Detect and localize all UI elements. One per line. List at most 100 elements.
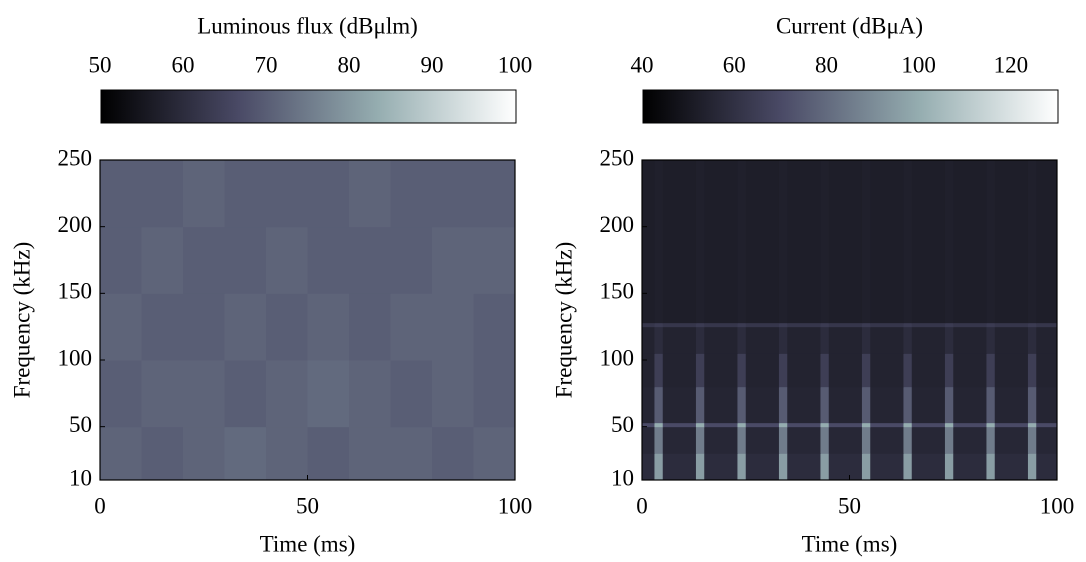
heatmap-cell: [432, 226, 474, 294]
heatmap-cell: [778, 386, 788, 424]
heatmap-cell: [704, 453, 738, 481]
heatmap-cell: [473, 360, 516, 428]
heatmap-cell: [1036, 386, 1058, 424]
heatmap-cell: [1036, 322, 1058, 328]
heatmap-cell: [654, 322, 664, 328]
y-tick-label: 100: [600, 345, 635, 370]
heatmap-cell: [1036, 426, 1058, 454]
colorbar-tick-label: 60: [723, 52, 746, 77]
heatmap-cell: [953, 353, 987, 388]
heatmap-cell: [911, 386, 946, 424]
heatmap-cell: [953, 426, 987, 454]
heatmap-cell: [787, 453, 821, 481]
heatmap-cell: [861, 353, 871, 388]
heatmap-cell: [183, 160, 225, 228]
heatmap-cell: [820, 453, 830, 481]
heatmap-cell: [903, 326, 913, 354]
heatmap-cell: [787, 426, 821, 454]
heatmap-cell: [778, 160, 788, 324]
heatmap-cell: [953, 386, 987, 424]
heatmap-cell: [1027, 160, 1037, 324]
heatmap-cell: [642, 422, 655, 428]
heatmap-cell: [642, 322, 655, 328]
heatmap-cell: [349, 226, 391, 294]
heatmap-cell: [654, 426, 664, 454]
heatmap-cell: [704, 353, 738, 388]
heatmap-cell: [704, 386, 738, 424]
heatmap-cell: [224, 160, 267, 228]
heatmap-cell: [870, 453, 904, 481]
heatmap-cell: [100, 360, 142, 428]
heatmap-cell: [737, 160, 747, 324]
heatmap-cell: [994, 426, 1029, 454]
heatmap-cell: [944, 422, 954, 428]
colorbar: [642, 89, 1059, 124]
heatmap-cell: [737, 422, 747, 428]
heatmap-cell: [911, 322, 946, 328]
heatmap-cell: [642, 326, 655, 354]
heatmap-cell: [745, 322, 780, 328]
heatmap-cell: [183, 360, 225, 428]
heatmap-cell: [986, 422, 996, 428]
heatmap-cell: [994, 326, 1029, 354]
heatmap-cell: [662, 353, 697, 388]
y-tick-label: 200: [58, 212, 93, 237]
heatmap-cell: [390, 226, 433, 294]
colorbar-label: Current (dBμA): [776, 13, 923, 38]
heatmap-cell: [1036, 453, 1058, 481]
x-tick-label: 100: [498, 493, 533, 518]
heatmap-cell: [820, 426, 830, 454]
heatmap-cell: [986, 322, 996, 328]
heatmap-cell: [787, 326, 821, 354]
heatmap-cell: [1027, 426, 1037, 454]
heatmap-cell: [986, 426, 996, 454]
heatmap-cell: [141, 293, 184, 361]
heatmap-cell: [911, 326, 946, 354]
heatmap-cell: [994, 422, 1029, 428]
heatmap-cell: [903, 386, 913, 424]
heatmap-cell: [953, 422, 987, 428]
heatmap-cell: [820, 422, 830, 428]
heatmap-cell: [654, 422, 664, 428]
heatmap-cell: [695, 422, 705, 428]
heatmap-cell: [994, 322, 1029, 328]
heatmap-cell: [911, 426, 946, 454]
heatmap-cell: [870, 386, 904, 424]
heatmap-cell: [787, 322, 821, 328]
colorbar-tick-label: 70: [255, 52, 278, 77]
heatmap-cell: [911, 160, 946, 324]
colorbar-tick-label: 120: [994, 52, 1029, 77]
heatmap-cell: [944, 453, 954, 481]
heatmap-cell: [994, 160, 1029, 324]
heatmap-cell: [944, 386, 954, 424]
heatmap-cell: [861, 422, 871, 428]
heatmap-cell: [737, 386, 747, 424]
heatmap-cell: [903, 426, 913, 454]
heatmap-cell: [266, 360, 308, 428]
colorbar-tick-label: 100: [901, 52, 936, 77]
heatmap-cell: [820, 353, 830, 388]
heatmap-cell: [745, 426, 780, 454]
heatmap-cell: [745, 453, 780, 481]
heatmap-cell: [642, 160, 655, 324]
heatmap-cell: [390, 160, 433, 228]
heatmap-cell: [828, 426, 863, 454]
heatmap-cell: [994, 453, 1029, 481]
heatmap-cell: [903, 422, 913, 428]
heatmap-cell: [307, 226, 350, 294]
heatmap-cell: [944, 426, 954, 454]
heatmap-cell: [903, 353, 913, 388]
heatmap-cell: [820, 160, 830, 324]
heatmap-cell: [778, 422, 788, 428]
x-tick-label: 0: [636, 493, 648, 518]
heatmap-cell: [1036, 353, 1058, 388]
heatmap-cell: [828, 160, 863, 324]
y-tick-label: 50: [69, 412, 92, 437]
colorbar-tick-label: 100: [498, 52, 533, 77]
heatmap-cell: [787, 422, 821, 428]
x-tick-label: 50: [838, 493, 861, 518]
heatmap-cell: [903, 322, 913, 328]
heatmap-cell: [861, 160, 871, 324]
heatmap-cell: [861, 322, 871, 328]
heatmap-cell: [737, 426, 747, 454]
